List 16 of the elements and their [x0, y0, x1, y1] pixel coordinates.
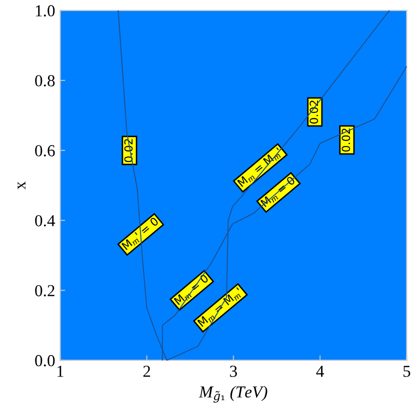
x-axis-title: M$_{g̃₁}$ (TeV) — [198, 386, 268, 403]
x-tick-label: 5 — [404, 366, 410, 377]
x-tick-label: 2 — [143, 366, 150, 377]
annotation: M$_{m}$' = 0 — [121, 216, 160, 252]
annotation: 0.02 — [310, 100, 318, 124]
y-tick-label: 0.0 — [35, 355, 55, 366]
x-tick-label: 1 — [57, 366, 64, 377]
y-tick-label: 0.2 — [35, 285, 54, 296]
y-tick-label: 0.4 — [35, 215, 56, 226]
y-tick-label: 0.8 — [35, 75, 55, 86]
y-tick-label: 1.0 — [36, 5, 55, 16]
y-tick-label: 0.6 — [35, 145, 55, 156]
x-tick-label: 4 — [316, 366, 324, 377]
annotation: 0.02 — [342, 128, 350, 152]
x-tick-label: 3 — [230, 366, 237, 377]
y-axis-title: x — [18, 181, 26, 190]
